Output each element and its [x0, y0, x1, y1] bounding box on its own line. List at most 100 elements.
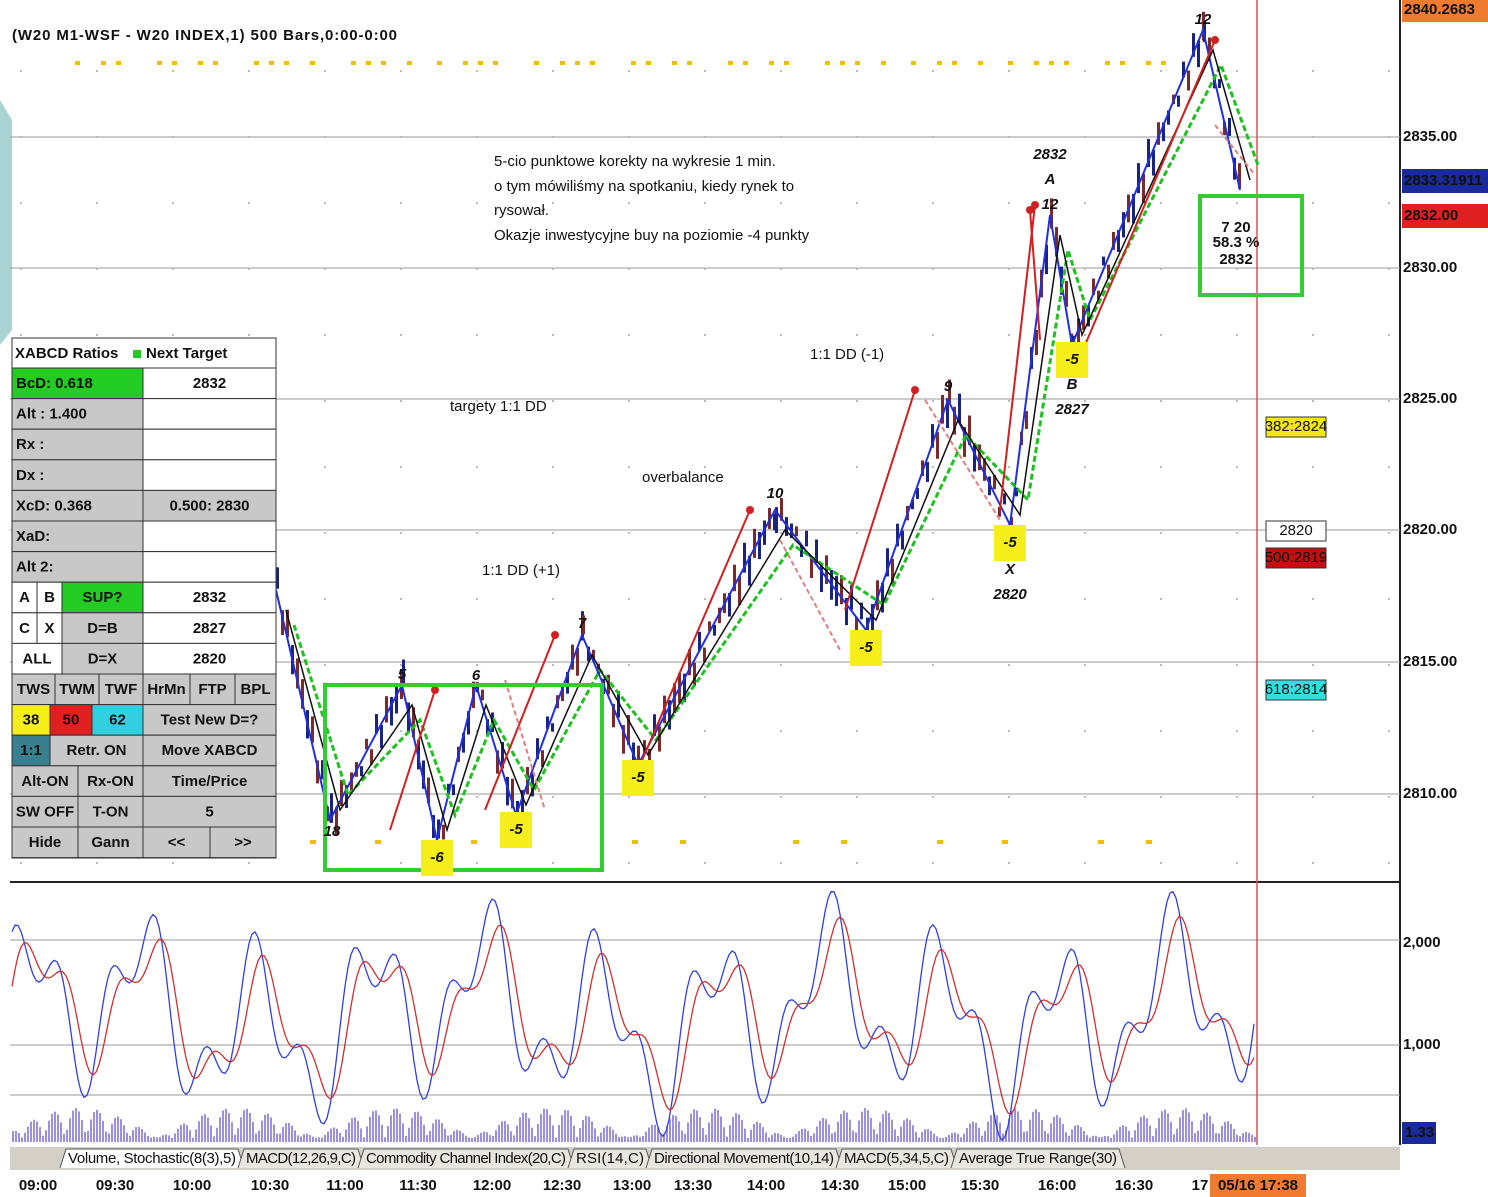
- panel-cell[interactable]: [209, 826, 277, 859]
- volume-bar: [843, 1110, 845, 1142]
- signal-box: [994, 525, 1026, 561]
- volume-bar: [603, 1127, 605, 1142]
- time-tick-label: 14:30: [821, 1177, 859, 1194]
- panel-button[interactable]: Rx-ON: [87, 773, 134, 790]
- indicator-tab[interactable]: Average True Range(30): [959, 1150, 1117, 1167]
- volume-bar: [39, 1127, 41, 1142]
- panel-cell[interactable]: [234, 673, 277, 706]
- panel-cell[interactable]: [11, 826, 79, 859]
- time-tick-label: 16:00: [1038, 1177, 1076, 1194]
- panel-button[interactable]: 5: [205, 803, 213, 820]
- panel-cell[interactable]: [11, 673, 56, 706]
- wave-label: 18: [324, 823, 341, 840]
- volume-bar: [696, 1110, 698, 1142]
- volume-bar: [24, 1132, 26, 1142]
- panel-cell[interactable]: [142, 704, 277, 736]
- highlight-box: [1198, 194, 1304, 297]
- panel-button[interactable]: 1:1: [20, 742, 42, 759]
- panel-cell: [142, 642, 277, 675]
- grid-dot: [932, 598, 934, 600]
- grid-dot: [932, 664, 934, 666]
- volume-bar: [264, 1114, 266, 1142]
- signal-dot: [437, 61, 442, 65]
- volume-bar: [1080, 1127, 1082, 1142]
- price-bar: [1035, 329, 1038, 356]
- panel-button[interactable]: 50: [63, 712, 80, 729]
- panel-cell-text: XaD:: [16, 528, 50, 545]
- panel-cell[interactable]: [54, 673, 100, 706]
- volume-bar: [444, 1128, 446, 1142]
- panel-cell[interactable]: [49, 734, 144, 767]
- grid-dot: [704, 466, 706, 468]
- volume-bar: [501, 1121, 503, 1142]
- panel-button[interactable]: Move XABCD: [162, 742, 258, 759]
- grid-dot: [20, 334, 22, 336]
- price-tick-label: 2815.00: [1403, 653, 1457, 670]
- panel-button[interactable]: Alt-ON: [21, 773, 69, 790]
- panel-button[interactable]: HrMn: [147, 681, 185, 698]
- panel-cell[interactable]: [98, 673, 144, 706]
- indicator-tab[interactable]: RSI(14,C): [576, 1150, 644, 1167]
- moving-average: [285, 47, 1251, 833]
- panel-button[interactable]: FTP: [198, 681, 226, 698]
- volume-bar: [999, 1122, 1001, 1142]
- price-bar: [1192, 33, 1195, 57]
- panel-button[interactable]: BPL: [241, 681, 271, 698]
- panel-button[interactable]: Retr. ON: [66, 742, 126, 759]
- grid-dot: [1236, 598, 1238, 600]
- panel-button[interactable]: Test New D=?: [161, 712, 259, 729]
- panel-button[interactable]: TWS: [17, 681, 50, 698]
- panel-cell[interactable]: [142, 795, 277, 828]
- price-bar: [481, 689, 484, 701]
- volume-bar: [1206, 1112, 1208, 1142]
- volume-bar: [438, 1119, 440, 1142]
- volume-bar: [1242, 1133, 1244, 1142]
- signal-dot: [881, 61, 886, 65]
- indicator-tab[interactable]: MACD(5,34,5,C): [844, 1150, 949, 1167]
- indicator-tab[interactable]: MACD(12,26,9,C): [246, 1150, 356, 1167]
- price-bar: [718, 607, 721, 624]
- panel-button[interactable]: SW OFF: [16, 803, 74, 820]
- volume-bar: [825, 1119, 827, 1142]
- signal-dot: [198, 61, 203, 65]
- price-bar: [350, 772, 353, 792]
- volume-bar: [261, 1120, 263, 1142]
- indicator-tab[interactable]: Commodity Channel Index(20,C): [366, 1150, 566, 1167]
- panel-cell[interactable]: [142, 765, 277, 797]
- volume-bar: [183, 1123, 185, 1142]
- panel-button[interactable]: 62: [109, 712, 126, 729]
- volume-bar: [384, 1137, 386, 1142]
- panel-button[interactable]: Hide: [29, 834, 62, 851]
- volume-bar: [699, 1117, 701, 1142]
- panel-button[interactable]: T-ON: [93, 803, 129, 820]
- volume-bar: [774, 1132, 776, 1142]
- indicator-tab[interactable]: Volume, Stochastic(8(3),5): [68, 1150, 236, 1167]
- price-bar: [486, 719, 489, 735]
- panel-button[interactable]: <<: [168, 834, 186, 851]
- panel-button[interactable]: TWM: [59, 681, 95, 698]
- panel-cell[interactable]: [142, 734, 277, 767]
- volume-bar: [372, 1111, 374, 1142]
- panel-button[interactable]: 38: [23, 712, 40, 729]
- volume-bar: [942, 1137, 944, 1142]
- volume-bar: [480, 1132, 482, 1142]
- volume-bar: [759, 1123, 761, 1142]
- panel-button[interactable]: Gann: [91, 834, 129, 851]
- volume-bar: [591, 1121, 593, 1142]
- panel-cell[interactable]: [77, 826, 144, 859]
- price-tag-label: 2840.2683: [1404, 1, 1475, 18]
- signal-dot: [1034, 61, 1039, 65]
- grid-dot: [324, 532, 326, 534]
- grid-dot: [1236, 334, 1238, 336]
- volume-bar: [117, 1116, 119, 1142]
- price-bar: [1132, 193, 1135, 224]
- panel-button[interactable]: Time/Price: [172, 773, 248, 790]
- volume-bar: [831, 1133, 833, 1142]
- panel-cell[interactable]: [142, 826, 211, 859]
- panel-button[interactable]: TWF: [105, 681, 137, 698]
- panel-cell: [142, 398, 277, 430]
- panel-button[interactable]: >>: [234, 834, 252, 851]
- price-bar: [896, 523, 899, 547]
- projection-arrow: [844, 389, 916, 611]
- indicator-tab[interactable]: Directional Movement(10,14): [654, 1150, 834, 1167]
